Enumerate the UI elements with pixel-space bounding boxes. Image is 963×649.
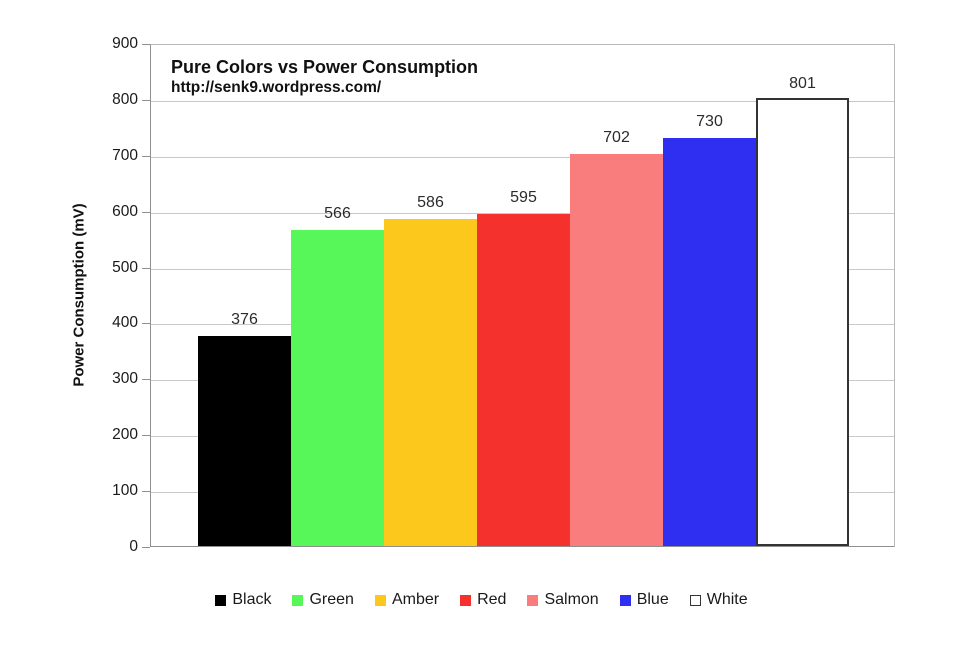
y-axis-title: Power Consumption (mV) (70, 203, 88, 387)
legend-label: Black (232, 591, 272, 608)
y-tick-label: 600 (112, 202, 138, 220)
legend-label: Red (477, 591, 507, 608)
bar-value-label: 702 (603, 128, 630, 146)
bar-blue: 730 (663, 113, 756, 546)
legend-swatch-icon (215, 594, 227, 606)
legend-label: Amber (391, 591, 440, 608)
y-tick-mark (142, 323, 150, 325)
legend-item-white: White (689, 591, 748, 609)
bar-red: 595 (477, 189, 570, 546)
bar-black: 376 (198, 311, 291, 546)
legend-item-green: Green (292, 591, 354, 609)
legend-item-blue: Blue (619, 591, 669, 609)
legend-item-black: Black (215, 591, 271, 609)
y-tick-label: 500 (112, 258, 138, 276)
plot-area: Pure Colors vs Power Consumption http://… (150, 44, 895, 547)
legend-label: Blue (636, 591, 669, 608)
y-tick-mark (142, 435, 150, 437)
y-tick-label: 300 (112, 370, 138, 388)
y-tick-mark (142, 267, 150, 269)
y-tick-label: 700 (112, 146, 138, 164)
y-tick-label: 400 (112, 314, 138, 332)
legend-swatch-icon (460, 594, 472, 606)
legend-swatch-icon (527, 594, 539, 606)
bar-value-label: 586 (417, 193, 444, 211)
chart-title-block: Pure Colors vs Power Consumption http://… (171, 56, 478, 97)
y-tick-label: 100 (112, 482, 138, 500)
bar-salmon: 702 (570, 129, 663, 546)
y-tick-mark (142, 155, 150, 157)
gridline (151, 100, 894, 102)
legend-label: Salmon (544, 591, 599, 608)
chart-title: Pure Colors vs Power Consumption (171, 57, 479, 77)
bar-value-label: 801 (789, 75, 816, 93)
bar-value-label: 566 (324, 204, 351, 222)
y-tick-label: 800 (112, 90, 138, 108)
y-tick-mark (142, 99, 150, 101)
bar-green: 566 (291, 205, 384, 546)
legend-item-red: Red (460, 591, 506, 609)
legend-label: White (706, 591, 748, 608)
gridline (151, 156, 894, 158)
y-tick-mark (142, 211, 150, 213)
legend-item-amber: Amber (374, 591, 440, 609)
chart-subtitle: http://senk9.wordpress.com/ (171, 79, 382, 96)
gridline (151, 212, 894, 214)
y-tick-label: 0 (129, 538, 138, 555)
legend-swatch-icon (619, 594, 631, 606)
legend: Black Green Amber Red Salmon Blue White (0, 591, 963, 609)
y-tick-mark (142, 491, 150, 493)
legend-swatch-icon (292, 594, 304, 606)
y-tick-mark (142, 379, 150, 381)
bar-white: 801 (756, 75, 849, 546)
y-tick-label: 200 (112, 426, 138, 444)
legend-swatch-icon (689, 594, 701, 606)
bar-value-label: 730 (696, 113, 723, 130)
legend-swatch-icon (374, 594, 386, 606)
bar-value-label: 376 (231, 310, 258, 328)
legend-label: Green (309, 591, 354, 608)
y-tick-mark (142, 44, 150, 45)
y-tick-mark (142, 547, 150, 548)
bar-value-label: 595 (510, 188, 537, 206)
y-tick-label: 900 (112, 35, 138, 52)
bar-amber: 586 (384, 194, 477, 546)
legend-item-salmon: Salmon (527, 591, 599, 609)
